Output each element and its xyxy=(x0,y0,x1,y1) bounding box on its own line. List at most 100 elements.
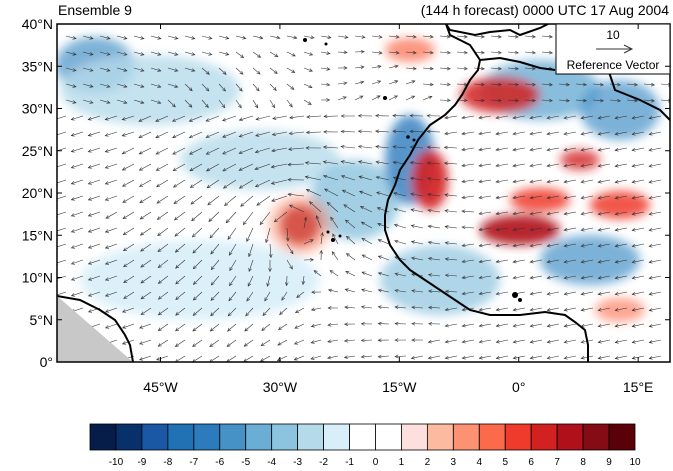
wind-vector xyxy=(490,83,502,85)
wind-vector xyxy=(462,243,475,247)
wind-vector-head xyxy=(563,323,568,328)
wind-vector xyxy=(175,307,186,316)
wind-vector-head xyxy=(340,160,345,164)
wind-vector-head xyxy=(277,341,282,346)
wind-vector-head xyxy=(444,339,449,344)
south-america-coast xyxy=(57,295,134,362)
wind-vector xyxy=(239,115,254,121)
wind-vector-head xyxy=(631,196,636,200)
wind-vector xyxy=(193,275,203,285)
wind-vector-head xyxy=(287,192,292,197)
wind-vector-head xyxy=(104,325,110,329)
colorbar-swatch xyxy=(504,423,532,451)
wind-vector-head xyxy=(189,184,194,188)
wind-vector-head xyxy=(394,305,399,310)
wind-vector-head xyxy=(546,211,551,216)
wind-vector-head xyxy=(444,225,449,229)
wind-vector-head xyxy=(322,174,328,179)
wind-vector xyxy=(240,195,254,207)
wind-vector-head xyxy=(597,291,602,296)
wind-vector xyxy=(388,80,398,85)
wind-vector xyxy=(255,131,271,137)
wind-vector xyxy=(167,51,178,56)
wind-vector xyxy=(378,239,390,245)
wind-vector xyxy=(271,195,288,202)
wind-vector-head xyxy=(340,145,345,149)
wind-vector-head xyxy=(210,312,215,317)
wind-vector-head xyxy=(323,114,328,119)
wind-vector-head xyxy=(546,275,551,280)
wind-vector-head xyxy=(529,339,534,344)
wind-vector xyxy=(210,243,220,255)
wind-vector-head xyxy=(512,323,517,328)
wind-vector-head xyxy=(461,179,466,184)
wind-vector-head xyxy=(221,104,226,109)
wind-vector-head xyxy=(631,132,636,136)
wind-vector-head xyxy=(206,184,211,189)
wind-vector xyxy=(260,355,271,362)
wind-vector xyxy=(252,83,260,92)
x-tick-label: 45°W xyxy=(143,379,178,395)
wind-vector xyxy=(546,131,560,135)
wind-vector-head xyxy=(104,181,109,185)
wind-vector xyxy=(564,147,577,151)
wind-vector xyxy=(564,163,577,167)
wind-vector-head xyxy=(478,339,483,344)
wind-vector xyxy=(598,211,611,215)
wind-vector xyxy=(581,163,594,167)
colorbar-label: 5 xyxy=(502,457,508,468)
wind-vector xyxy=(512,147,526,151)
wind-vector-head xyxy=(478,291,483,296)
wind-vector-head xyxy=(106,36,111,40)
wind-vector xyxy=(265,227,271,243)
wind-vector xyxy=(201,51,212,56)
wind-vector xyxy=(411,241,424,245)
wind-vector xyxy=(99,67,111,72)
wind-vector-head xyxy=(512,115,517,120)
wind-vector xyxy=(513,243,526,247)
wind-vector xyxy=(649,227,662,231)
wind-vector-head xyxy=(344,35,349,39)
wind-vector xyxy=(262,307,271,316)
wind-vector-head xyxy=(548,98,553,103)
wind-vector-head xyxy=(546,307,551,312)
wind-vector-head xyxy=(242,221,247,226)
wind-vector xyxy=(305,176,322,181)
wind-vector-head xyxy=(104,197,109,201)
wind-vector xyxy=(530,259,543,263)
wind-vector-head xyxy=(104,261,110,265)
wind-vector xyxy=(306,189,322,197)
wind-vector xyxy=(192,243,203,254)
wind-vector xyxy=(303,67,313,72)
wind-vector xyxy=(564,339,577,343)
wind-vector xyxy=(82,83,94,88)
wind-vector-head xyxy=(614,308,619,312)
wind-vector xyxy=(478,131,492,135)
wind-vector-head xyxy=(512,355,517,360)
wind-vector xyxy=(193,291,203,301)
wind-vector xyxy=(57,211,67,216)
wind-vector xyxy=(354,66,365,69)
wind-vector xyxy=(529,131,543,135)
wind-vector xyxy=(445,355,458,359)
wind-vector xyxy=(296,291,305,298)
x-tick-label: 0° xyxy=(512,379,525,395)
wind-vector xyxy=(632,243,645,247)
wind-vector xyxy=(235,51,244,58)
colorbar-label: 3 xyxy=(451,457,457,468)
wind-vector-head xyxy=(139,183,144,187)
wind-vector-head xyxy=(392,129,397,134)
colorbar-label: -9 xyxy=(137,457,146,468)
wind-vector xyxy=(490,99,502,101)
wind-vector xyxy=(615,163,628,167)
wind-vector xyxy=(123,227,135,235)
reference-vector-box: 10 Reference Vector xyxy=(555,23,671,75)
wind-vector-head xyxy=(461,195,466,200)
wind-vector-head xyxy=(192,343,197,347)
wind-vector-head xyxy=(123,263,128,268)
wind-vector xyxy=(256,195,271,206)
wind-vector-head xyxy=(597,227,602,232)
wind-vector xyxy=(205,115,220,122)
wind-vector-head xyxy=(376,191,381,195)
wind-vector-head xyxy=(284,282,289,287)
